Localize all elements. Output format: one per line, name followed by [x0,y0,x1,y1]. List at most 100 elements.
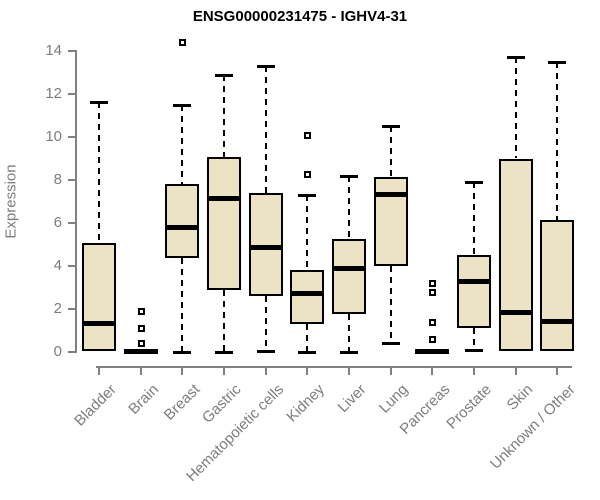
lower-whisker-line [181,258,184,352]
y-tick-mark [68,179,75,181]
y-tick-label: 14 [45,42,62,59]
box-bladder [82,243,116,351]
x-tick-mark [264,368,267,375]
box-prostate [456,255,491,329]
box-kidney [290,270,325,325]
median-line [331,266,366,272]
x-tick-mark [514,368,517,375]
box-hematopoietic-cells [248,192,283,297]
y-axis-line [75,50,77,353]
x-category-label: Skin [503,381,537,414]
y-tick-mark [68,265,75,267]
x-category-label: Bladder [71,381,121,430]
y-tick-mark [68,351,75,353]
median-line [123,348,158,354]
upper-whisker-line [472,182,475,256]
outlier-point [429,280,437,288]
upper-whisker-line [181,104,184,185]
median-line [82,320,116,326]
lower-whisker-line [306,324,309,352]
x-category-label: Kidney [283,381,329,426]
x-category-label: Breast [160,381,204,424]
x-tick-mark [472,368,475,375]
outlier-point [304,170,312,178]
upper-whisker-line [222,74,225,158]
upper-whisker-cap [214,73,233,77]
upper-whisker-cap [548,60,567,64]
x-tick-mark [181,368,184,375]
lower-whisker-line [264,296,267,351]
median-line [248,244,283,250]
x-category-label: Liver [334,381,370,417]
outlier-point [429,336,437,344]
upper-whisker-line [347,175,350,240]
lower-whisker-cap [464,348,483,352]
x-tick-mark [139,368,142,375]
y-tick-mark [68,308,75,310]
outlier-point [429,288,437,296]
upper-whisker-cap [256,65,275,69]
upper-whisker-cap [173,103,192,107]
upper-whisker-cap [381,125,400,129]
box-skin [498,158,533,351]
y-tick-label: 0 [53,343,62,360]
median-line [290,290,325,296]
median-line [373,191,408,197]
lower-whisker-cap [339,351,358,354]
median-line [498,310,533,316]
y-tick-label: 12 [45,85,62,102]
x-tick-mark [98,368,100,375]
lower-whisker-cap [381,342,400,346]
lower-whisker-cap [298,351,317,354]
x-category-label: Prostate [443,381,495,433]
upper-whisker-line [98,101,100,244]
upper-whisker-line [556,61,559,220]
x-tick-mark [306,368,309,375]
upper-whisker-line [264,66,267,193]
x-category-label: Lung [376,381,412,417]
x-tick-mark [222,368,225,375]
box-liver [331,239,366,315]
upper-whisker-cap [339,174,358,178]
y-tick-mark [68,136,75,138]
median-line [456,279,491,285]
x-tick-mark [431,368,434,375]
y-tick-label: 6 [53,214,62,231]
x-tick-mark [347,368,350,375]
lower-whisker-cap [256,349,275,353]
lower-whisker-cap [214,351,233,354]
upper-whisker-cap [90,100,108,104]
upper-whisker-cap [464,181,483,185]
median-line [540,318,575,324]
box-lung [373,176,408,266]
x-axis-line [96,366,572,368]
median-line [165,225,200,231]
outlier-point [137,340,145,348]
outlier-point [137,308,145,316]
lower-whisker-cap [173,351,192,354]
x-tick-mark [389,368,392,375]
lower-whisker-line [472,328,475,350]
lower-whisker-line [222,289,225,352]
upper-whisker-cap [506,56,525,60]
y-tick-label: 8 [53,171,62,188]
y-tick-mark [68,222,75,224]
x-category-label: Brain [124,381,162,418]
y-tick-label: 2 [53,300,62,317]
outlier-point [137,325,145,333]
upper-whisker-cap [298,194,317,198]
lower-whisker-line [389,266,392,344]
median-line [206,196,241,202]
upper-whisker-line [389,126,392,177]
box-gastric [206,157,241,290]
lower-whisker-line [347,314,350,352]
y-tick-mark [68,50,75,52]
upper-whisker-line [306,195,309,271]
median-line [415,348,450,354]
chart-title: ENSG00000231475 - IGHV4-31 [192,8,408,25]
x-tick-mark [556,368,559,375]
outlier-point [179,39,187,47]
box-unknown-other [540,219,575,351]
y-tick-mark [68,93,75,95]
